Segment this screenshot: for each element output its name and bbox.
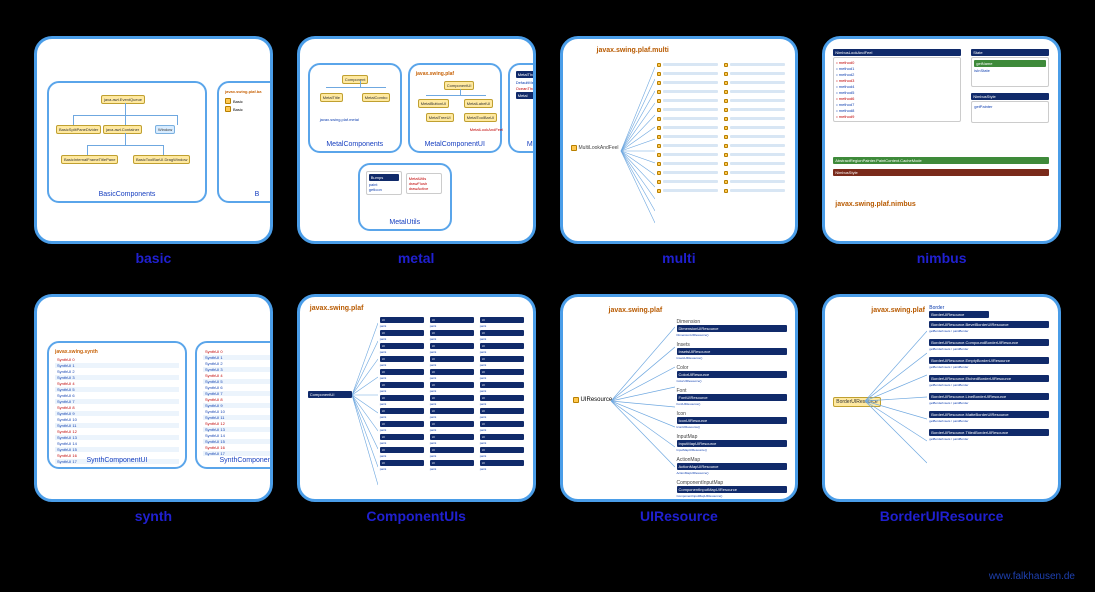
- list-item: [724, 142, 785, 149]
- footer-link[interactable]: www.falkhausen.de: [989, 571, 1075, 582]
- list-item: [657, 124, 718, 131]
- card-componentuis[interactable]: javax.swing.plaf ComponentUI UIpaintUIpa…: [297, 294, 536, 502]
- card-basic[interactable]: java.awt.EventQueue BasicSplitPaneDivide…: [34, 36, 273, 244]
- list-item: [657, 106, 718, 113]
- tree-node: BasicInternalFrameTitlePane: [61, 155, 118, 164]
- list-item: [724, 115, 785, 122]
- package-label: javax.swing.plaf.nimbus: [835, 201, 916, 208]
- list-item: [657, 61, 718, 68]
- list-item: [657, 142, 718, 149]
- list-item: [657, 97, 718, 104]
- inner-title: MetalComponents: [310, 141, 400, 148]
- list-item: [724, 169, 785, 176]
- caption: ComponentUIs: [297, 508, 536, 524]
- list-item: [724, 88, 785, 95]
- inner-title: Met: [510, 141, 536, 148]
- inner-title: B: [219, 191, 273, 198]
- caption: synth: [34, 508, 273, 524]
- list-item: [724, 160, 785, 167]
- package-label: javax.swing.plaf: [871, 307, 925, 314]
- list-item: [657, 133, 718, 140]
- cell-borderuiresource: javax.swing.plaf BorderUIResource Border…: [822, 294, 1061, 524]
- list-item: [724, 70, 785, 77]
- card-nimbus[interactable]: NimbusLookAndFeel • method0• method1• me…: [822, 36, 1061, 244]
- package-label: javax.swing.plaf: [609, 307, 663, 314]
- list-item: [657, 178, 718, 185]
- cell-metal: Component MetalTitle MetalCombo javax.sw…: [297, 36, 536, 266]
- tree-node: java.awt.EventQueue: [101, 95, 145, 104]
- card-borderuiresource[interactable]: javax.swing.plaf BorderUIResource Border…: [822, 294, 1061, 502]
- list-item: [724, 97, 785, 104]
- list-item: [657, 115, 718, 122]
- list-item: [724, 187, 785, 194]
- cell-multi: javax.swing.plaf.multi MultiLookAndFeel …: [560, 36, 799, 266]
- inner-title: MetalComponentUI: [410, 141, 500, 148]
- caption: multi: [560, 250, 799, 266]
- inner-title: SynthComponentUI: [197, 457, 273, 464]
- tree-node: BasicSplitPaneDivider: [56, 125, 101, 134]
- list-item: [724, 124, 785, 131]
- card-metal[interactable]: Component MetalTitle MetalCombo javax.sw…: [297, 36, 536, 244]
- thumbnail-grid: java.awt.EventQueue BasicSplitPaneDivide…: [0, 0, 1095, 524]
- header-bar: NimbusLookAndFeel: [833, 49, 961, 56]
- list-item: [724, 79, 785, 86]
- list-item: [657, 160, 718, 167]
- card-multi[interactable]: javax.swing.plaf.multi MultiLookAndFeel: [560, 36, 799, 244]
- list-item: [724, 151, 785, 158]
- caption: nimbus: [822, 250, 1061, 266]
- cell-nimbus: NimbusLookAndFeel • method0• method1• me…: [822, 36, 1061, 266]
- list-item: [657, 79, 718, 86]
- tree-node: BasicToolBarUI.DragWindow: [133, 155, 190, 164]
- cell-synth: javax.swing.synth SynthUI 0SynthUI 1Synt…: [34, 294, 273, 524]
- list-item: [724, 178, 785, 185]
- caption: metal: [297, 250, 536, 266]
- package-label: javax.swing.plaf.multi: [597, 47, 669, 54]
- package-label: javax.swing.plaf: [310, 305, 364, 312]
- list-item: [657, 88, 718, 95]
- list-item: [657, 187, 718, 194]
- list-item: [724, 61, 785, 68]
- cell-componentuis: javax.swing.plaf ComponentUI UIpaintUIpa…: [297, 294, 536, 524]
- tree-node: java.awt.Container: [103, 125, 142, 134]
- caption: basic: [34, 250, 273, 266]
- inner-title: BasicComponents: [49, 191, 205, 198]
- list-item: [657, 169, 718, 176]
- inner-title: MetalUtils: [360, 219, 450, 226]
- cell-uiresource: javax.swing.plaf UIResource DimensionDim…: [560, 294, 799, 524]
- inner-title: SynthComponentUI: [49, 457, 185, 464]
- cell-basic: java.awt.EventQueue BasicSplitPaneDivide…: [34, 36, 273, 266]
- caption: BorderUIResource: [822, 508, 1061, 524]
- caption: UIResource: [560, 508, 799, 524]
- list-item: [657, 151, 718, 158]
- list-item: [724, 133, 785, 140]
- list-item: [724, 106, 785, 113]
- card-uiresource[interactable]: javax.swing.plaf UIResource DimensionDim…: [560, 294, 799, 502]
- list-item: [657, 70, 718, 77]
- card-synth[interactable]: javax.swing.synth SynthUI 0SynthUI 1Synt…: [34, 294, 273, 502]
